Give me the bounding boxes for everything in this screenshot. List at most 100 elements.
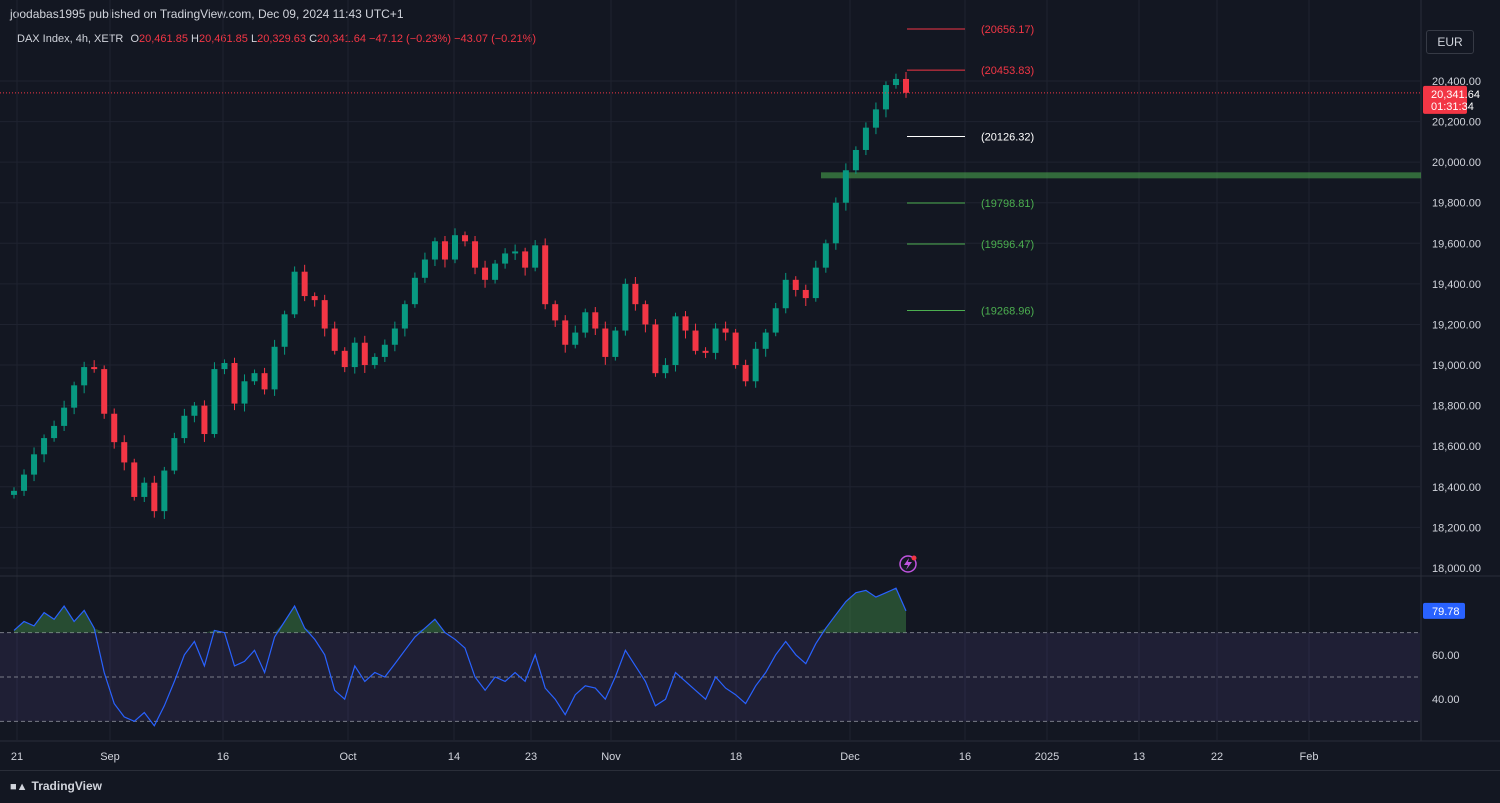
tradingview-logo-icon: ■▲ [10,781,28,793]
candle-body [882,85,889,110]
candle-body [401,304,408,329]
candle-body [892,78,899,86]
candle-body [722,328,729,333]
lightning-icon-ring [899,555,917,573]
candle-body [852,149,859,171]
candle-body [301,271,308,297]
symbol-name: DAX Index, 4h, XETR [17,33,124,45]
candle-body [381,344,388,357]
symbol-legend[interactable]: DAX Index, 4h, XETR O20,461.85 H20,461.8… [17,33,536,45]
candle-body [903,78,909,93]
rsi-value-label: 79.78 [1432,606,1460,618]
rsi-line [13,587,907,727]
time-tick-label: Nov [601,751,621,763]
low-label: L [250,33,258,45]
candle-body [472,241,479,268]
publisher-info: joodabas1995 published on TradingView.co… [10,7,404,21]
candle-body [31,454,38,475]
candle-body [692,330,699,351]
candle-body [271,346,278,390]
last-price-label: 20,341.64 [1431,89,1480,101]
time-tick-label: 2025 [1035,751,1059,763]
candle-body [371,356,378,366]
candle-body [832,202,839,244]
candle-body [602,328,609,357]
time-tick-label: 23 [525,751,537,763]
candle-body [842,170,849,203]
price-tick-label: 20,000.00 [1432,157,1481,169]
rsi-value-badge [1423,602,1465,619]
candle-body [742,365,749,382]
candle-body [241,381,248,404]
lightning-icon-dot [911,555,917,561]
candle-body [431,241,438,260]
open-value: 20,461.85 [139,33,188,45]
candle-body [782,279,789,309]
candle-body [542,245,549,305]
price-tick-label: 18,800.00 [1432,401,1481,413]
candle-body [61,407,68,426]
last-price-badge [1423,85,1467,114]
candle-body [331,328,338,351]
candle-body [71,385,78,408]
time-tick-label: Feb [1300,751,1319,763]
lightning-icon [899,555,917,573]
candle-body [582,312,589,333]
candle-body [552,304,559,321]
candle-body [441,241,448,260]
candle-body [612,330,619,357]
candle-body [111,413,118,443]
candle-body [592,312,599,329]
candle-body [622,283,629,331]
level-label: (19596.47) [981,239,1034,251]
candle-body [351,342,358,368]
candle-body [251,373,258,382]
change-value: −47.12 (−0.23%) [369,33,451,45]
candle-body [812,267,819,299]
price-chart[interactable]: 20,400.00 20,200.00 20,000.00 19,800.00 19,6… [0,0,1500,770]
candle-body [101,369,108,414]
candle-body [702,350,709,353]
candle-body [532,245,539,268]
candle-body [121,442,128,463]
candle-body [512,251,519,254]
price-tick-label: 19,000.00 [1432,360,1481,372]
footer: ■▲ TradingView [0,770,1500,803]
candle-body [502,253,509,264]
lightning-icon-bolt [904,558,912,570]
close-value: 20,341.64 [317,33,366,45]
candle-body [522,251,529,268]
candle-body [191,405,198,416]
candle-body [482,267,489,280]
candle-body [171,438,178,471]
candle-body [421,259,428,278]
level-label: (20453.83) [981,65,1034,77]
candle-body [181,415,188,439]
candle-body [451,235,458,260]
price-tick-label: 18,400.00 [1432,482,1481,494]
candle-body [41,438,48,455]
level-label: (20656.17) [981,24,1034,36]
price-tick-label: 19,800.00 [1432,198,1481,210]
high-label: H [191,33,199,45]
tradingview-logo[interactable]: ■▲ TradingView [10,779,102,793]
time-tick-label: Sep [100,751,120,763]
level-label: (19798.81) [981,198,1034,210]
support-zone [821,172,1421,179]
candle-body [341,350,348,368]
candle-body [51,425,58,439]
time-tick-label: 13 [1133,751,1145,763]
candle-body [311,296,318,301]
candle-body [462,235,469,242]
candle-body [752,348,759,382]
currency-button[interactable]: EUR [1426,30,1474,54]
candle-body [81,367,88,386]
candle-body [131,462,138,497]
time-tick-label: Oct [339,751,356,763]
candle-body [652,324,659,374]
price-tick-label: 20,400.00 [1432,76,1481,88]
candle-body [632,283,639,305]
rsi-overbought-fill [14,588,906,633]
candle-body [822,243,829,268]
candle-body [361,342,368,366]
